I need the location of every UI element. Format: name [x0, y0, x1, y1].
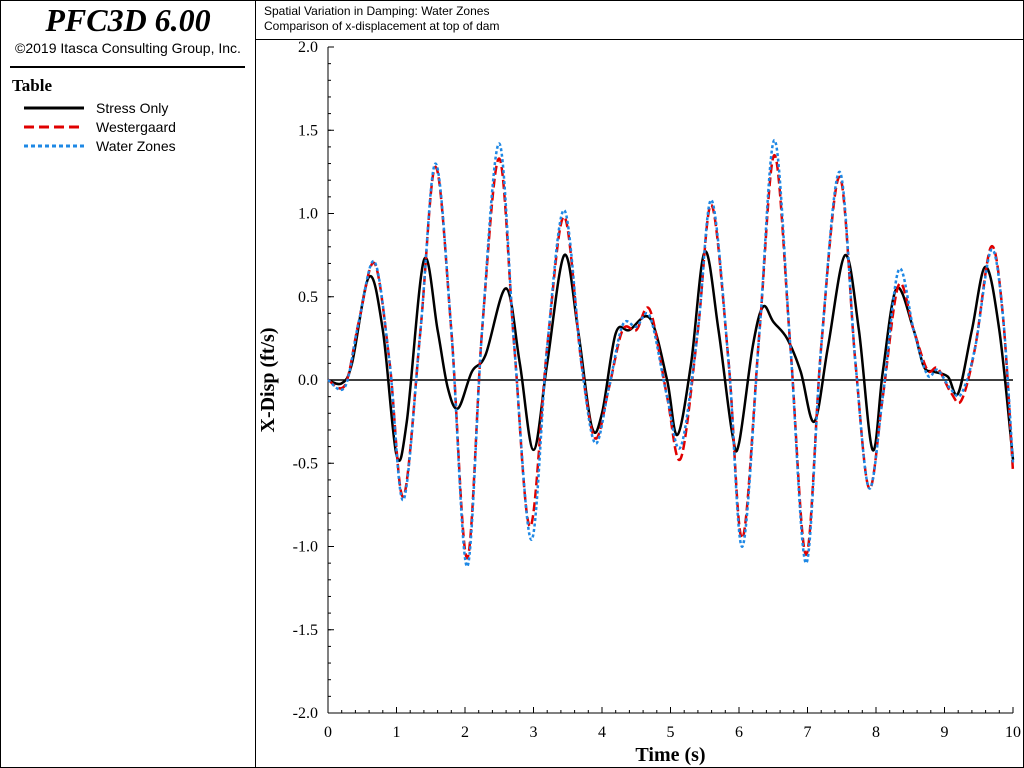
legend-swatch-stress-only: [24, 106, 84, 110]
legend-item-stress-only: Stress Only: [22, 99, 252, 117]
x-tick-label: 0: [324, 724, 332, 741]
y-tick-label: -2.0: [293, 705, 318, 722]
legend-label: Westergaard: [96, 119, 176, 135]
x-tick-label: 4: [598, 724, 606, 741]
legend-label: Stress Only: [96, 100, 169, 116]
chart-title: Spatial Variation in Damping: Water Zone…: [264, 4, 490, 18]
x-tick-label: 5: [667, 724, 675, 741]
y-axis-label: X-Disp (ft/s): [257, 328, 279, 433]
app-title: PFC3D 6.00: [45, 2, 211, 38]
legend-label: Water Zones: [96, 138, 176, 154]
x-tick-label: 9: [941, 724, 949, 741]
y-tick-label: 0.5: [298, 289, 318, 306]
y-tick-label: 2.0: [298, 40, 318, 56]
plot-area: 2.0 1.5 1.0 0.5 0.0 -0.5 -1.0 -1.5 -2.0 0 1 2 3 4 5 6 7 8…: [257, 40, 1021, 766]
y-tick-label: -1.0: [293, 539, 318, 556]
copyright-text: ©2019 Itasca Consulting Group, Inc.: [15, 40, 241, 56]
x-tick-label: 2: [461, 724, 469, 741]
x-tick-label: 1: [393, 724, 401, 741]
x-tick-label: 6: [735, 724, 743, 741]
y-tick-label: -1.5: [293, 622, 318, 639]
x-tick-label: 10: [1005, 724, 1021, 741]
series-line-water-zones: [327, 138, 1015, 568]
y-tick-label: 1.0: [298, 206, 318, 223]
legend-swatch-westergaard: [24, 125, 84, 129]
y-tick-label: -0.5: [293, 455, 318, 472]
x-tick-label: 3: [530, 724, 538, 741]
x-tick-label: 8: [872, 724, 880, 741]
legend-panel: PFC3D 6.00 ©2019 Itasca Consulting Group…: [0, 0, 256, 768]
series-line-stress-only: [327, 250, 1015, 462]
series-line-westergaard: [327, 153, 1015, 560]
legend-item-westergaard: Westergaard: [22, 118, 252, 136]
series-group: [327, 138, 1015, 568]
legend-swatch-water-zones: [24, 144, 84, 148]
legend-item-water-zones: Water Zones: [22, 137, 252, 155]
legend-title: Table: [12, 76, 53, 95]
y-tick-label: 1.5: [298, 122, 318, 139]
chart-subtitle: Comparison of x-displacement at top of d…: [264, 19, 500, 33]
axes: 2.0 1.5 1.0 0.5 0.0 -0.5 -1.0 -1.5 -2.0 0 1 2 3 4 5 6 7 8…: [293, 40, 1021, 741]
y-tick-label: 0.0: [298, 372, 318, 389]
x-axis-label: Time (s): [635, 744, 705, 766]
x-tick-label: 7: [804, 724, 812, 741]
divider: [10, 66, 245, 68]
chart-header: Spatial Variation in Damping: Water Zone…: [256, 0, 1023, 40]
